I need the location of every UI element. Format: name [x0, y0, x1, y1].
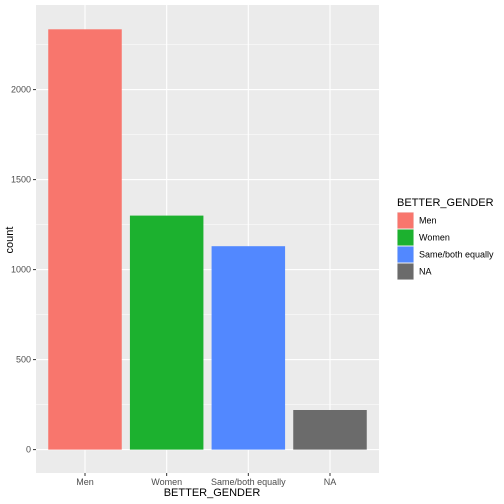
x-axis-title: BETTER_GENDER: [164, 487, 261, 499]
legend-swatch: [397, 246, 414, 263]
y-tick-label: 500: [16, 355, 31, 365]
bar-men: [48, 29, 122, 450]
x-axis: Men Women Same/both equally NA: [76, 473, 336, 487]
y-axis: 0 500 1000 1500 2000: [11, 85, 36, 455]
legend-swatch: [397, 263, 414, 280]
x-tick-label: Women: [151, 477, 182, 487]
y-tick-label: 1000: [11, 265, 31, 275]
y-tick-label: 1500: [11, 175, 31, 185]
y-axis-title: count: [4, 227, 16, 254]
x-tick-label: NA: [324, 477, 337, 487]
legend-swatch: [397, 229, 414, 246]
legend-title: BETTER_GENDER: [397, 197, 494, 209]
y-tick-label: 0: [26, 445, 31, 455]
bar-same-both-equally: [211, 246, 286, 450]
legend: BETTER_GENDER Men Women Same/both equally N…: [397, 197, 494, 280]
bars: [48, 29, 367, 450]
legend-label: Men: [419, 216, 437, 226]
bar-women: [129, 215, 204, 450]
x-tick-label: Men: [76, 477, 94, 487]
legend-swatch: [397, 212, 414, 229]
legend-label: NA: [419, 267, 432, 277]
y-tick-label: 2000: [11, 85, 31, 95]
bar-na: [293, 410, 367, 450]
x-tick-label: Same/both equally: [211, 477, 286, 487]
legend-label: Women: [419, 233, 450, 243]
legend-label: Same/both equally: [419, 250, 494, 260]
